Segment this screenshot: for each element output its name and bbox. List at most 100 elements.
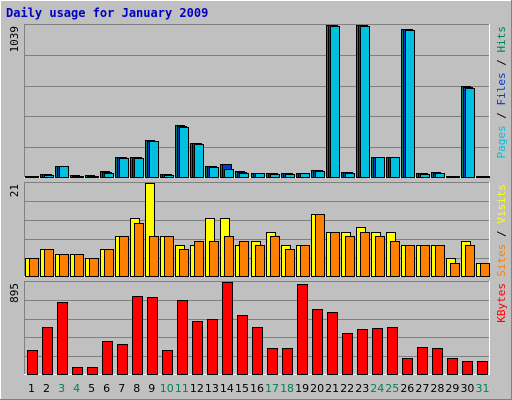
legend-item-visits: Visits (495, 184, 508, 224)
bar-pages-day-24 (375, 157, 385, 178)
x-tick-label-day-18: 18 (280, 382, 294, 395)
bar-sites-day-25 (390, 241, 400, 277)
x-tick-label-day-1: 1 (28, 382, 35, 395)
legend-item-pages: Pages (495, 125, 508, 158)
bar-kbytes-day-2 (42, 327, 53, 375)
x-tick-label-day-30: 30 (460, 382, 474, 395)
legend-item-kbytes: KBytes (495, 283, 508, 323)
bar-pages-day-26 (405, 30, 415, 178)
x-axis-labels: 1 2 3 4 5 6 7 8 9 10 11 12 13 14 15 16 17 18 19 20 21 22 23 24 2… (28, 382, 489, 395)
x-tick-label-day-10: 10 (160, 382, 174, 395)
x-tick-label-day-25: 25 (385, 382, 399, 395)
bar-pages-day-22 (345, 173, 355, 178)
legend: Pages / Files / Hits (495, 26, 508, 159)
bar-sites-day-31 (480, 263, 490, 277)
bar-sites-day-18 (285, 249, 295, 277)
legend: KBytes (495, 283, 508, 323)
x-tick-label-day-24: 24 (370, 382, 384, 395)
panel-kbytes: 895 KBytes (8, 281, 508, 375)
y-max-label: 1039 (8, 26, 21, 53)
bar-sites-day-5 (89, 258, 99, 277)
x-tick-label-day-31: 31 (475, 382, 489, 395)
bar-pages-day-21 (330, 26, 340, 178)
bar-pages-day-15 (239, 173, 249, 178)
x-tick-label-day-26: 26 (400, 382, 414, 395)
bar-kbytes-day-11 (177, 300, 188, 375)
bar-pages-day-9 (149, 141, 159, 178)
bar-sites-day-19 (300, 245, 310, 277)
x-tick-label-day-9: 9 (148, 382, 155, 395)
bar-kbytes-day-21 (327, 312, 338, 375)
bar-pages-day-23 (360, 26, 370, 178)
legend-item-files: Files (495, 72, 508, 105)
bar-kbytes-day-4 (72, 367, 83, 375)
bar-sites-day-22 (345, 236, 355, 277)
bar-pages-day-6 (104, 173, 114, 178)
bar-pages-day-8 (134, 158, 144, 178)
bar-kbytes-day-13 (207, 319, 218, 375)
bar-kbytes-day-12 (192, 321, 203, 375)
plot-area (24, 24, 490, 178)
bar-pages-day-12 (194, 144, 204, 178)
bar-kbytes-day-26 (402, 358, 413, 375)
bar-sites-day-7 (119, 236, 129, 277)
legend: Sites / Visits (495, 184, 508, 277)
x-tick-label-day-2: 2 (43, 382, 50, 395)
bar-pages-day-16 (255, 173, 265, 178)
bar-sites-day-20 (315, 214, 325, 277)
x-tick-label-day-23: 23 (355, 382, 369, 395)
bar-pages-day-4 (74, 176, 84, 178)
bar-sites-day-14 (224, 236, 234, 277)
legend-separator: / (495, 106, 508, 126)
bar-kbytes-day-19 (297, 284, 308, 375)
legend-item-hits: Hits (495, 26, 508, 53)
bar-kbytes-day-9 (147, 297, 158, 375)
bar-pages-day-19 (300, 173, 310, 178)
legend-separator: / (495, 53, 508, 73)
x-tick-label-day-28: 28 (430, 382, 444, 395)
bar-pages-day-11 (179, 127, 189, 178)
bar-sites-day-6 (104, 249, 114, 277)
bar-sites-day-3 (59, 254, 69, 277)
bar-sites-day-2 (44, 249, 54, 277)
bar-sites-day-17 (270, 236, 280, 277)
bar-kbytes-day-20 (312, 309, 323, 375)
bar-sites-day-11 (179, 249, 189, 277)
bar-sites-day-13 (209, 241, 219, 277)
chart-title: Daily usage for January 2009 (6, 6, 208, 20)
bar-sites-day-24 (375, 236, 385, 277)
bar-pages-day-3 (59, 166, 69, 178)
x-tick-label-day-14: 14 (220, 382, 234, 395)
bar-pages-day-14 (224, 169, 234, 178)
bar-pages-day-29 (450, 176, 460, 178)
bar-pages-day-30 (465, 88, 475, 178)
bar-sites-day-10 (164, 236, 174, 277)
x-tick-label-day-4: 4 (73, 382, 80, 395)
legend-separator: / (495, 224, 508, 244)
x-tick-label-day-17: 17 (265, 382, 279, 395)
bar-kbytes-day-15 (237, 315, 248, 375)
bar-sites-day-15 (239, 241, 249, 277)
bar-pages-day-2 (44, 175, 54, 178)
bar-sites-day-30 (465, 245, 475, 277)
x-tick-label-day-20: 20 (310, 382, 324, 395)
bar-kbytes-day-29 (447, 358, 458, 375)
bar-pages-day-7 (119, 158, 129, 178)
bar-sites-day-1 (29, 258, 39, 277)
x-tick-label-day-22: 22 (340, 382, 354, 395)
bar-kbytes-day-10 (162, 350, 173, 375)
bar-kbytes-day-1 (27, 350, 38, 375)
x-tick-label-day-29: 29 (445, 382, 459, 395)
bar-pages-day-5 (89, 176, 99, 178)
bar-kbytes-day-28 (432, 348, 443, 375)
x-tick-label-day-12: 12 (190, 382, 204, 395)
x-tick-label-day-15: 15 (235, 382, 249, 395)
bar-pages-day-20 (315, 171, 325, 178)
bar-pages-day-18 (285, 174, 295, 178)
bar-sites-day-8 (134, 223, 144, 277)
panel-hits-files-pages: 1039 Pages / Files / Hits (8, 24, 508, 178)
bar-kbytes-day-3 (57, 302, 68, 375)
bar-kbytes-day-27 (417, 347, 428, 375)
legend-item-sites: Sites (495, 244, 508, 277)
